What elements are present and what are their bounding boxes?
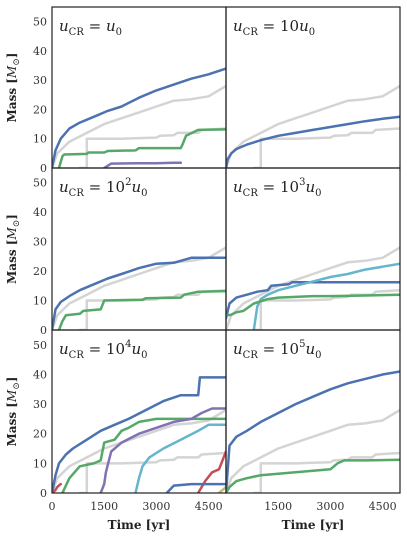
series-line-blue-2 bbox=[52, 67, 226, 168]
series-group bbox=[52, 376, 226, 493]
y-tick-label: 50 bbox=[33, 177, 47, 190]
y-tick-label: 0 bbox=[40, 162, 47, 175]
series-line-reference-1 bbox=[78, 451, 226, 493]
series-line-purple-4 bbox=[99, 407, 226, 493]
panel-4: uCR = 103u0 bbox=[225, 167, 401, 331]
panels: uCR = u0 0 10 20 30 40 50 uCR = 10u0 uCR = 102u0… bbox=[33, 6, 401, 513]
panel-title: uCR = u0 bbox=[59, 17, 122, 38]
y-tick-label: 0 bbox=[40, 324, 47, 337]
x-tick-label: 4500 bbox=[369, 500, 397, 513]
panel-1: uCR = u0 0 10 20 30 40 50 bbox=[33, 6, 227, 175]
series-line-blue-2 bbox=[52, 376, 226, 493]
y-tick-label: 0 bbox=[40, 487, 47, 500]
series-line-green-4 bbox=[226, 293, 400, 317]
panel-5: uCR = 104u0 0 10 20 30 40 50 0 1500 3000 4500 bbox=[33, 329, 227, 513]
series-group bbox=[226, 370, 400, 493]
x-axis-titles: Time [yr] Time [yr] bbox=[108, 518, 345, 532]
series-group bbox=[226, 84, 400, 168]
series-group bbox=[226, 246, 400, 330]
y-axis-title: Mass [M⊙] bbox=[5, 214, 22, 284]
x-axis-title: Time [yr] bbox=[282, 518, 345, 532]
x-tick-label: 1500 bbox=[90, 500, 118, 513]
series-line-reference-0 bbox=[52, 246, 226, 330]
y-tick-label: 50 bbox=[33, 16, 47, 29]
y-tick-label: 30 bbox=[33, 398, 47, 411]
panel-title: uCR = 10u0 bbox=[233, 17, 315, 38]
y-axis-titles: Mass [M⊙] Mass [M⊙] Mass [M⊙] bbox=[5, 53, 22, 447]
y-tick-label: 10 bbox=[33, 133, 47, 146]
series-line-orange-9 bbox=[217, 485, 226, 493]
series-line-reference-0 bbox=[226, 246, 400, 330]
panel-frame bbox=[225, 329, 401, 494]
y-tick-label: 40 bbox=[33, 206, 47, 219]
x-tick-label: 1500 bbox=[264, 500, 292, 513]
y-tick-label: 50 bbox=[33, 339, 47, 352]
y-tick-label: 10 bbox=[33, 295, 47, 308]
x-axis-title: Time [yr] bbox=[108, 518, 171, 532]
y-tick-label: 40 bbox=[33, 368, 47, 381]
series-line-purple-4 bbox=[102, 161, 183, 168]
series-line-blue-2 bbox=[52, 256, 226, 330]
y-tick-label: 20 bbox=[33, 428, 47, 441]
series-line-red-6 bbox=[52, 482, 62, 493]
series-line-reference-1 bbox=[78, 127, 226, 168]
y-axis-title: Mass [M⊙] bbox=[5, 377, 22, 447]
y-tick-label: 20 bbox=[33, 265, 47, 278]
series-line-blue-2 bbox=[226, 281, 400, 320]
y-axis-title: Mass [M⊙] bbox=[5, 53, 22, 123]
y-tick-label: 20 bbox=[33, 103, 47, 116]
panel-title: uCR = 104u0 bbox=[59, 339, 147, 361]
panel-6: uCR = 105u0 1500 3000 4500 bbox=[225, 329, 401, 513]
panel-title: uCR = 102u0 bbox=[59, 177, 147, 199]
series-line-green-3 bbox=[226, 458, 400, 493]
x-tick-label: 3000 bbox=[316, 500, 344, 513]
y-tick-label: 30 bbox=[33, 236, 47, 249]
panel-3: uCR = 102u0 0 10 20 30 40 50 bbox=[33, 167, 227, 337]
series-line-red-7 bbox=[196, 450, 226, 493]
series-group bbox=[52, 246, 226, 330]
x-tick-label: 3000 bbox=[142, 500, 170, 513]
series-line-green-3 bbox=[57, 289, 226, 330]
series-line-reference-0 bbox=[226, 408, 400, 493]
panel-title: uCR = 105u0 bbox=[233, 339, 321, 361]
x-tick-label: 4500 bbox=[195, 500, 223, 513]
series-line-blue-2 bbox=[226, 115, 400, 168]
y-tick-label: 10 bbox=[33, 457, 47, 470]
series-line-reference-0 bbox=[52, 408, 226, 493]
panel-2: uCR = 10u0 bbox=[225, 6, 401, 169]
series-line-cyan-5 bbox=[134, 423, 226, 493]
series-line-reference-0 bbox=[226, 84, 400, 168]
series-line-blue-2 bbox=[226, 370, 400, 493]
y-tick-label: 40 bbox=[33, 45, 47, 58]
series-line-green-3 bbox=[57, 128, 226, 168]
series-group bbox=[52, 67, 226, 168]
series-line-blue-8 bbox=[165, 482, 226, 493]
series-line-reference-0 bbox=[52, 84, 226, 168]
x-tick-label: 0 bbox=[49, 500, 56, 513]
panel-title: uCR = 103u0 bbox=[233, 177, 321, 199]
series-line-reference-1 bbox=[252, 451, 400, 493]
y-tick-label: 30 bbox=[33, 74, 47, 87]
series-line-reference-1 bbox=[252, 127, 400, 168]
